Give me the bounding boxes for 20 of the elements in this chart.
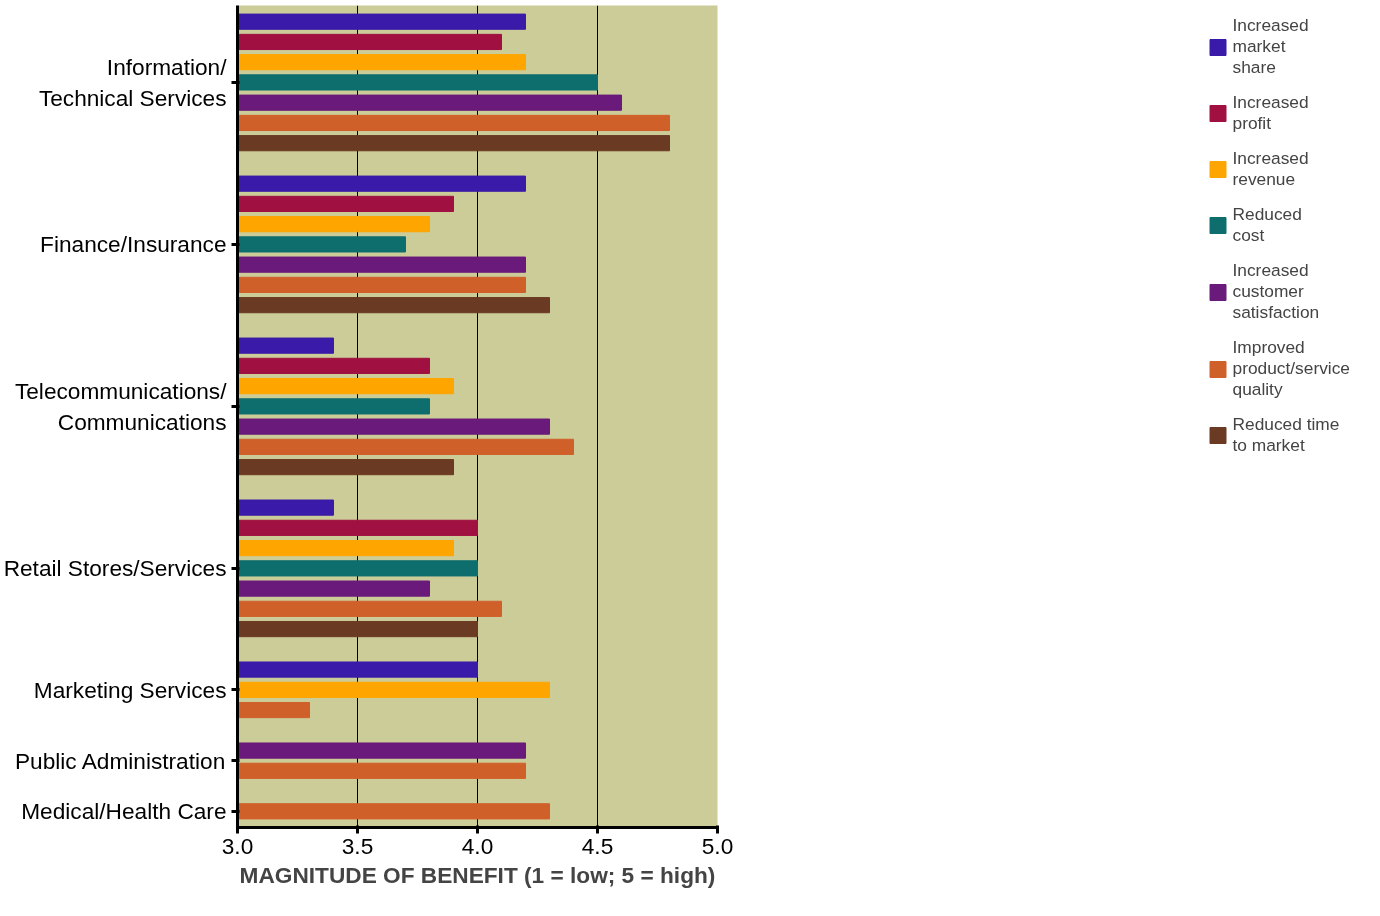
y-tick-label: Public Administration	[14, 747, 226, 774]
legend-label: Reduced time to market	[1232, 414, 1340, 456]
x-tick-label: 4.0	[461, 832, 494, 859]
y-tick-label: Medical/Health Care	[21, 798, 227, 825]
y-tick-label: Finance/Insurance	[40, 231, 227, 258]
legend-label: Increased market share	[1232, 15, 1309, 78]
y-tick-label: Information/ Technical Services	[38, 53, 228, 112]
y-tick-label: Telecommunications/ Communications	[14, 377, 228, 435]
y-tick-label: Retail Stores/Services	[3, 555, 227, 582]
legend-label: Increased customer satisfaction	[1232, 260, 1320, 323]
legend-label: Reduced cost	[1232, 204, 1302, 246]
y-tick-label: Marketing Services	[33, 676, 227, 703]
legend-label: Improved product/service quality	[1232, 337, 1350, 400]
x-tick-label: 5.0	[701, 832, 734, 859]
x-axis-title: MAGNITUDE OF BENEFIT (1 = low; 5 = high)	[239, 861, 716, 888]
x-tick-label: 3.0	[221, 832, 254, 859]
legend-label: Increased revenue	[1232, 148, 1309, 190]
legend-label: Increased profit	[1232, 92, 1309, 134]
x-tick-label: 3.5	[341, 832, 374, 859]
x-tick-label: 4.5	[581, 832, 614, 859]
